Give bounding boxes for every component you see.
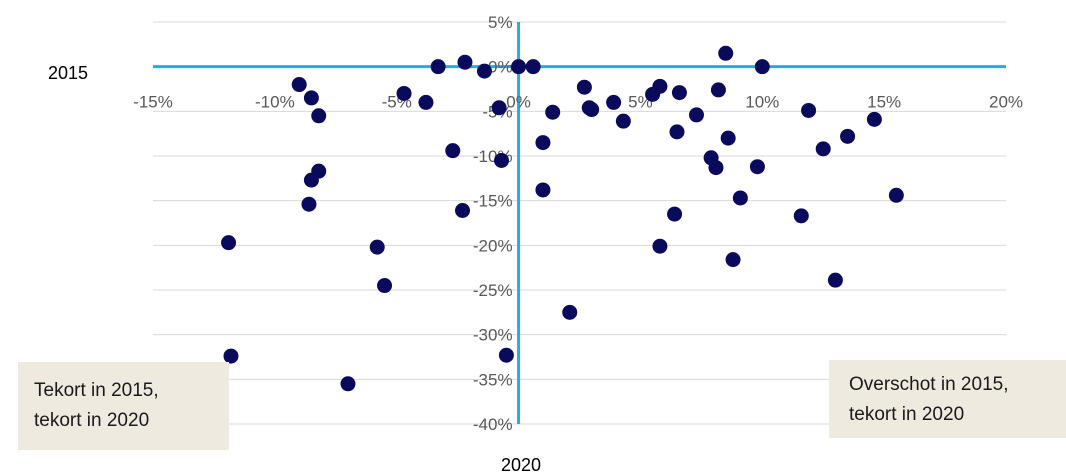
data-point [606,94,622,110]
data-point [418,94,434,110]
data-point [457,54,473,70]
data-point [340,376,356,392]
data-point [221,235,237,251]
x-tick-label: 15% [867,93,901,112]
data-point [793,208,809,224]
data-point [511,59,527,75]
data-point [303,90,319,106]
data-point [377,278,393,294]
data-point [866,111,882,127]
data-point [732,190,748,206]
data-point [291,77,307,93]
data-point [669,124,685,140]
x-tick-label: 20% [989,93,1023,112]
y-tick-label: -35% [473,370,513,389]
data-point [576,79,592,95]
data-point [718,45,734,61]
annotation-deficit-deficit: Tekort in 2015, tekort in 2020 [18,362,229,450]
data-point [754,59,770,75]
data-point [710,82,726,98]
annotation-line: Tekort in 2015, [34,380,159,401]
data-point [525,59,541,75]
data-point [223,348,239,364]
data-point [396,85,412,101]
data-point [491,100,507,116]
annotation-surplus-deficit: Overschot in 2015, tekort in 2020 [829,360,1066,438]
y-tick-label: -25% [473,281,513,300]
y-axis-label: 2015 [48,63,88,83]
data-point [801,102,817,118]
data-point [652,238,668,254]
data-point [369,239,385,255]
data-point [430,59,446,75]
annotation-line: tekort in 2020 [34,410,150,431]
y-tick-label: 0% [488,58,513,77]
data-point [301,196,317,212]
data-point [311,108,327,124]
x-tick-label: 0% [506,93,531,112]
data-point [445,143,461,159]
x-axis-label: 2020 [501,455,541,473]
data-point [303,172,319,188]
data-point [888,187,904,203]
data-point [652,78,668,94]
y-tick-label: 5% [488,13,513,32]
data-point [840,128,856,144]
y-tick-label: -15% [473,192,513,211]
data-point [688,107,704,123]
x-tick-label: 10% [745,93,779,112]
data-point [615,113,631,129]
data-point [562,304,578,320]
x-tick-label: -10% [255,93,295,112]
data-point [667,206,683,222]
data-point [455,202,471,218]
data-point [545,104,561,120]
grid-lines [153,21,1006,425]
data-point [671,85,687,101]
data-point [494,152,510,168]
data-point [584,102,600,118]
y-tick-label: -20% [473,236,513,255]
data-point [725,252,741,268]
data-point [535,182,551,198]
data-point [498,347,514,363]
x-tick-label: -15% [133,93,173,112]
data-point [749,159,765,175]
zero-axes [153,22,1006,424]
annotation-line: Overschot in 2015, [849,374,1009,395]
data-point [720,130,736,146]
data-point [476,63,492,79]
data-point [827,272,843,288]
y-tick-label: -30% [473,326,513,345]
data-point [815,141,831,157]
y-tick-label: -40% [473,415,513,434]
data-point [708,160,724,176]
data-points [221,45,904,392]
data-point [535,135,551,151]
annotation-line: tekort in 2020 [849,404,965,425]
